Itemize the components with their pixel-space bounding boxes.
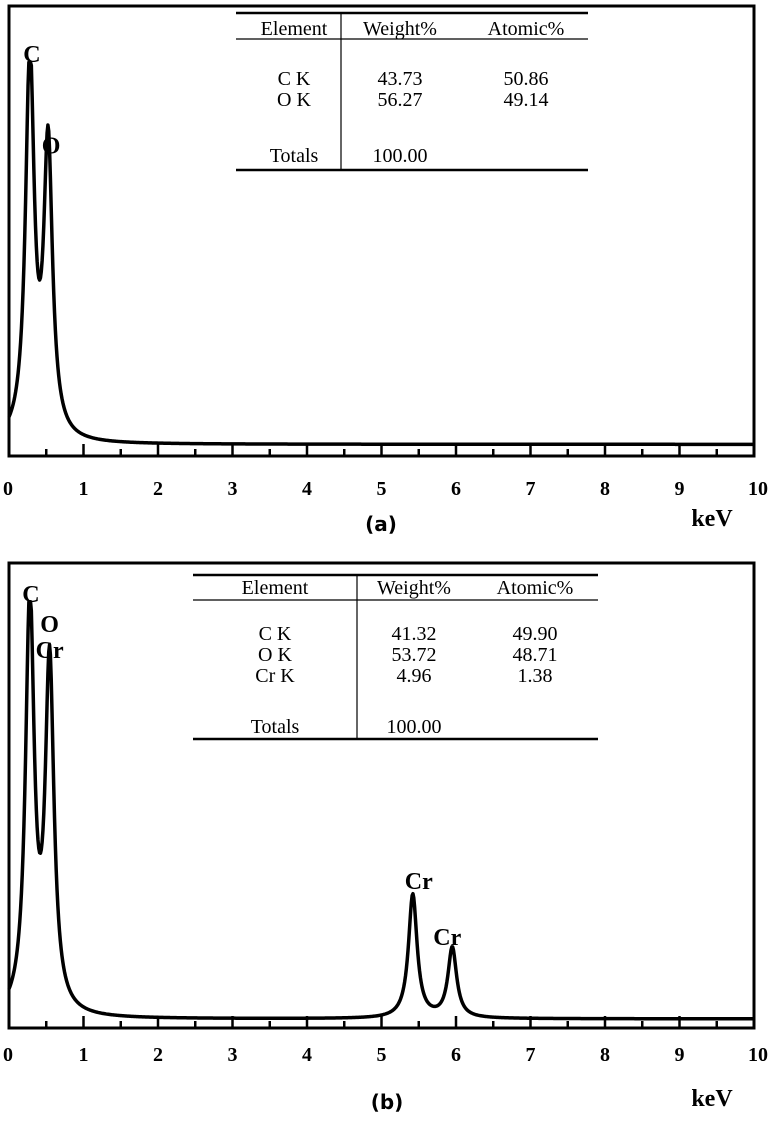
composition-table: Element Weight% Atomic% C K 43.73 50.86 O K 56.… <box>236 11 588 172</box>
table-cell: 48.71 <box>513 644 558 666</box>
table-cell: 49.14 <box>504 89 549 111</box>
x-tick-label: 9 <box>675 478 685 500</box>
x-tick-label: 1 <box>79 478 89 500</box>
x-tick-label: 3 <box>228 1044 238 1066</box>
x-tick-label: 8 <box>600 1044 610 1066</box>
x-tick-label: 0 <box>3 1044 13 1066</box>
table-cell: O K <box>258 644 292 666</box>
table-totals-label: Totals <box>270 145 319 167</box>
table-cell: 4.96 <box>397 665 432 687</box>
panel-title: (a) <box>365 512 397 536</box>
table-cell: 1.38 <box>518 665 553 687</box>
eds-panel-a: 0 1 2 3 4 5 6 7 8 9 10 keV (a) C O Element Weight% Atomic… <box>3 4 768 536</box>
x-tick-label: 2 <box>153 1044 163 1066</box>
x-axis-label: keV <box>691 1086 733 1112</box>
x-tick-label: 6 <box>451 1044 461 1066</box>
x-tick-label: 6 <box>451 478 461 500</box>
spectrum-line <box>7 60 755 447</box>
table-cell: 41.32 <box>392 623 437 645</box>
peak-label: O <box>42 134 61 160</box>
table-cell: 50.86 <box>504 68 549 90</box>
peak-label: Cr <box>433 925 461 951</box>
x-tick-label: 7 <box>526 478 536 500</box>
table-header-cell: Weight% <box>363 18 437 40</box>
table-header-cell: Weight% <box>377 577 451 599</box>
x-tick-label: 4 <box>302 1044 312 1066</box>
x-tick-label: 5 <box>377 478 387 500</box>
table-cell: Cr K <box>255 665 295 687</box>
table-header-cell: Element <box>261 18 328 40</box>
x-tick-label: 5 <box>377 1044 387 1066</box>
composition-table: Element Weight% Atomic% C K 41.32 49.90 O K 53.… <box>193 573 598 741</box>
x-tick-label: 8 <box>600 478 610 500</box>
table-cell: 43.73 <box>378 68 423 90</box>
table-cell: 49.90 <box>513 623 558 645</box>
peak-label: C <box>22 582 39 608</box>
table-totals-label: Totals <box>251 716 300 738</box>
x-tick-label: 9 <box>675 1044 685 1066</box>
table-totals-value: 100.00 <box>373 145 428 167</box>
table-cell: O K <box>277 89 311 111</box>
x-axis-label: keV <box>691 506 733 532</box>
panel-title: (b) <box>371 1090 404 1114</box>
table-header-cell: Atomic% <box>497 577 574 599</box>
peak-label: Cr <box>36 638 64 664</box>
spectrum-line <box>7 599 755 1021</box>
table-cell: 53.72 <box>392 644 437 666</box>
x-tick-label: 1 <box>79 1044 89 1066</box>
x-tick-label: 4 <box>302 478 312 500</box>
x-tick-label: 7 <box>526 1044 536 1066</box>
x-tick-label: 10 <box>748 478 768 500</box>
table-header-cell: Atomic% <box>488 18 565 40</box>
table-cell: C K <box>259 623 292 645</box>
table-cell: 56.27 <box>378 89 423 111</box>
peak-label: C <box>23 42 40 68</box>
table-totals-value: 100.00 <box>387 716 442 738</box>
x-tick-label: 2 <box>153 478 163 500</box>
plot-frame <box>7 561 756 1030</box>
peak-label: O <box>40 612 59 638</box>
peak-label: Cr <box>405 869 433 895</box>
x-tick-label: 10 <box>748 1044 768 1066</box>
x-tick-label: 0 <box>3 478 13 500</box>
table-cell: C K <box>278 68 311 90</box>
x-tick-label: 3 <box>228 478 238 500</box>
table-header-cell: Element <box>242 577 309 599</box>
